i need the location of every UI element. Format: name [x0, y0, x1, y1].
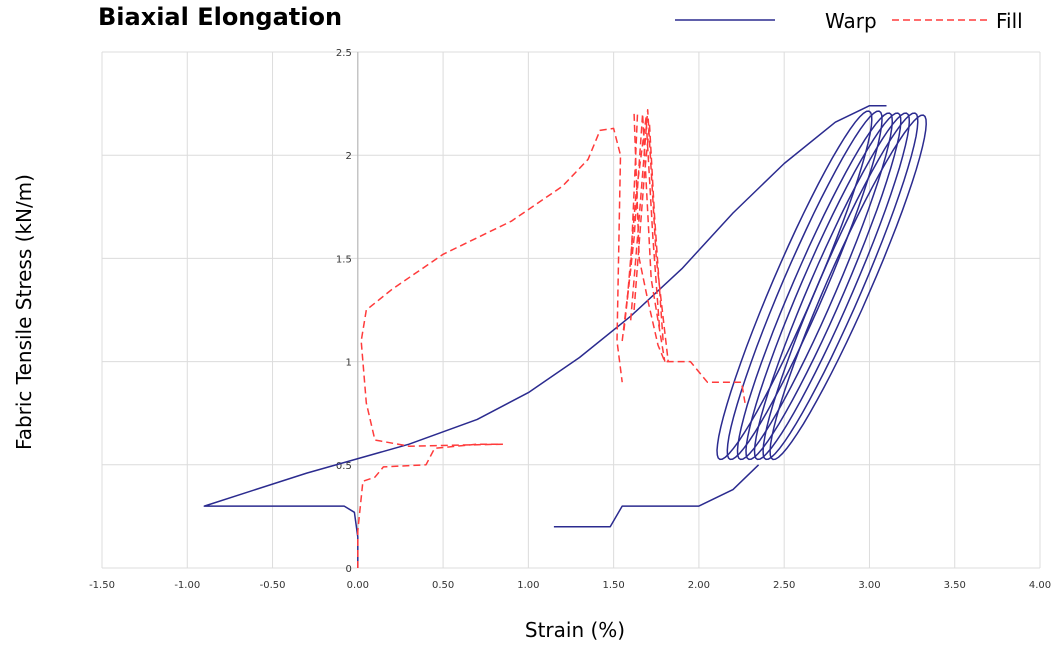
warp-series-loop	[769, 114, 927, 461]
warp-series-line	[203, 104, 887, 568]
fill-series-line	[357, 443, 503, 568]
x-tick-label: 4.00	[1029, 580, 1051, 591]
warp-series-line	[553, 464, 760, 528]
y-tick-label: 2.5	[336, 48, 352, 59]
warp-series-loop	[753, 112, 911, 461]
x-tick-label: -1.00	[174, 580, 200, 591]
x-tick-label: 1.50	[603, 580, 625, 591]
x-tick-label: 0.00	[347, 580, 369, 591]
fill-series-line	[633, 123, 664, 342]
x-tick-label: 1.00	[517, 580, 539, 591]
fill-series-line	[623, 113, 666, 362]
warp-series-loop	[736, 112, 894, 461]
series-layer	[203, 104, 927, 568]
fill-series-line	[626, 117, 661, 331]
grid-layer	[101, 51, 1041, 569]
warp-series-loop	[745, 112, 902, 461]
warp-series-loop	[726, 110, 883, 461]
x-axis-label: Strain (%)	[524, 618, 626, 642]
x-tick-label: 0.50	[432, 580, 454, 591]
legend-fill-label: Fill	[996, 9, 1023, 33]
legend: Warp Fill	[675, 9, 1023, 33]
legend-warp-label: Warp	[825, 9, 877, 33]
warp-series-loop	[716, 110, 873, 461]
y-tick-label: 1.5	[336, 254, 352, 265]
axis-layer: -1.50 -1.00 -0.50 0.00 0.50 1.00 1.50 2.00 2.50 3…	[89, 48, 1051, 591]
x-tick-label: 2.00	[688, 580, 710, 591]
x-tick-label: 3.00	[858, 580, 880, 591]
x-tick-label: -0.50	[260, 580, 286, 591]
x-tick-label: -1.50	[89, 580, 115, 591]
fill-series-line	[360, 127, 623, 447]
fill-series-line	[629, 109, 669, 362]
warp-series-loop	[762, 112, 919, 461]
y-tick-label: 0.5	[336, 461, 352, 472]
chart-title: Biaxial Elongation	[98, 3, 343, 31]
y-tick-label: 2	[345, 151, 351, 162]
x-tick-label: 3.50	[944, 580, 966, 591]
y-tick-label: 0	[345, 564, 351, 575]
x-tick-label: 2.50	[773, 580, 795, 591]
y-tick-label: 1	[345, 358, 351, 369]
fill-series-line	[633, 113, 746, 404]
